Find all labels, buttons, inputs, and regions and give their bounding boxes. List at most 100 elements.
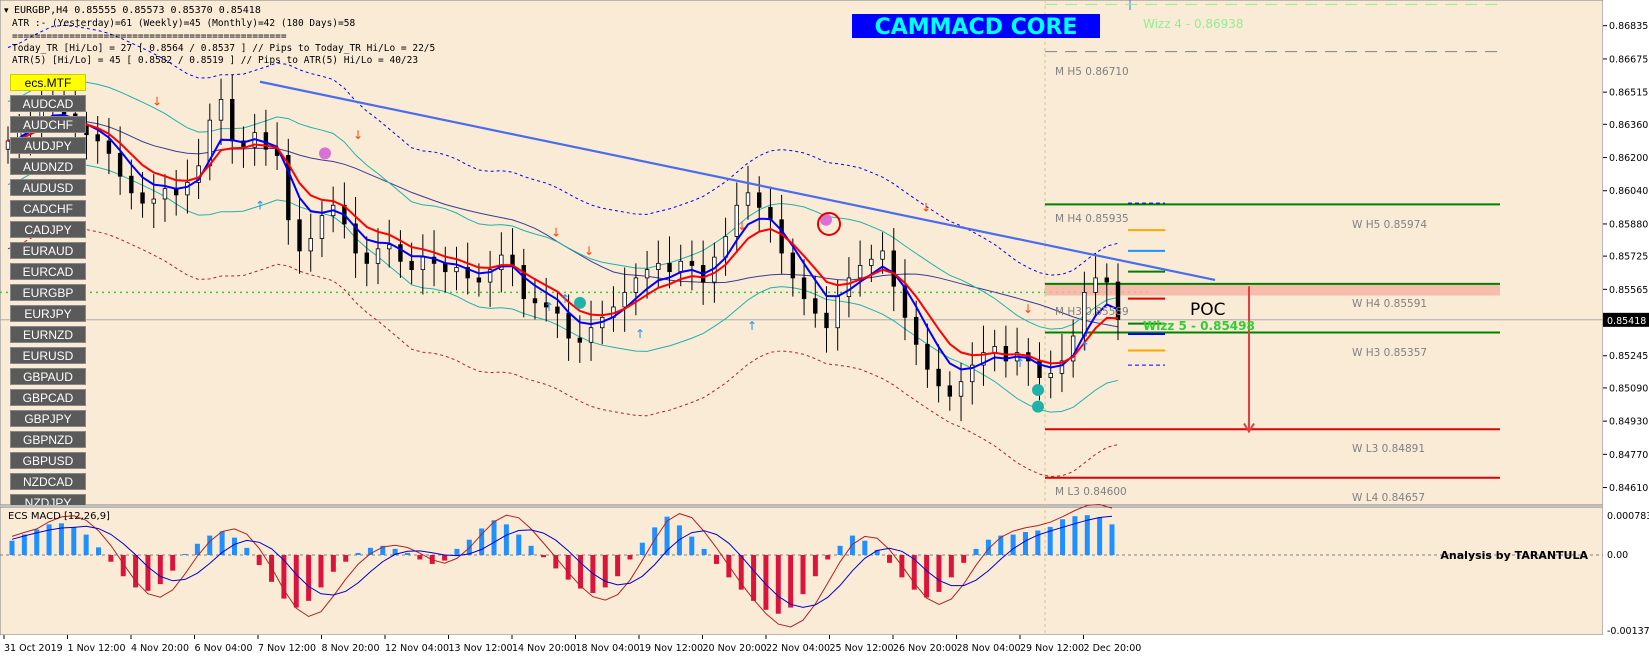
candle-body (420, 256, 426, 271)
time-tick-label: 19 Nov 12:00 (639, 643, 703, 654)
macd-bar (664, 516, 670, 555)
level-wl3: W L3 0.84891 (1352, 443, 1425, 455)
macd-bar (330, 555, 336, 572)
sidebar-item-gbpnzd[interactable]: GBPNZD (10, 431, 86, 448)
macd-bar (652, 527, 658, 555)
macd-signal-blue (11, 515, 1113, 608)
sidebar-item-eurcad[interactable]: EURCAD (10, 263, 86, 280)
price-tick-label: 0.85880 (1609, 219, 1648, 230)
banner-background (852, 14, 1100, 38)
sidebar-item-eurusd[interactable]: EURUSD (10, 347, 86, 364)
indicator-credit: Analysis by TARANTULA (1440, 549, 1588, 562)
level-mh5: M H5 0.86710 (1055, 66, 1129, 78)
candle-body (218, 99, 224, 121)
sidebar-item-gbpjpy[interactable]: GBPJPY (10, 410, 86, 427)
macd-bar (417, 555, 423, 560)
candle-body (1093, 277, 1098, 293)
sidebar-item-cadjpy[interactable]: CADJPY (10, 221, 86, 238)
lower-band (7, 161, 1119, 413)
sidebar-item-audusd[interactable]: AUDUSD (10, 179, 86, 196)
macd-bar (812, 555, 818, 577)
signal-ring-red (817, 211, 841, 236)
upper-band (7, 78, 1119, 330)
candle-body (185, 182, 190, 196)
blue-ma-line (7, 113, 1119, 371)
macd-bar (887, 555, 893, 563)
time-tick-label: 20 Nov 20:00 (703, 643, 767, 654)
macd-bar (46, 524, 52, 555)
macd-bar (21, 534, 27, 555)
time-tick-label: 4 Nov 20:00 (131, 643, 189, 654)
candle-body (869, 258, 874, 266)
candle-body (958, 381, 964, 397)
macd-bar (1022, 532, 1028, 555)
macd-bar (1109, 524, 1115, 555)
buy-arrow-icon: ↑ (560, 292, 570, 306)
candle-body (409, 260, 414, 271)
current-price-label: 0.85418 (1607, 316, 1646, 327)
sidebar-item-gbpcad[interactable]: GBPCAD (10, 389, 86, 406)
macd-bar (182, 553, 188, 555)
signal-dot-magenta (319, 147, 331, 160)
macd-bar (244, 547, 250, 555)
sidebar-item-euraud[interactable]: EURAUD (10, 242, 86, 259)
candle-body (1059, 360, 1065, 374)
sidebar-item-audchf[interactable]: AUDCHF (10, 116, 86, 133)
macd-bar (738, 555, 744, 590)
macd-bar (479, 528, 485, 555)
sidebar-item-gbpaud[interactable]: GBPAUD (10, 368, 86, 385)
time-tick-label: 31 Oct 2019 (4, 643, 63, 654)
sidebar-item-eurjpy[interactable]: EURJPY (10, 305, 86, 322)
macd-bar (973, 548, 979, 555)
price-tick-label: 0.86360 (1609, 120, 1648, 131)
candle-body (387, 244, 392, 250)
sidebar-item-audnzd[interactable]: AUDNZD (10, 158, 86, 175)
indicator-title: ECS MACD [12,26,9] (8, 511, 110, 522)
sidebar-title[interactable]: ecs.MTF (10, 74, 86, 91)
macd-bar (837, 545, 843, 555)
macd-bar (689, 536, 695, 555)
price-tick-label: 0.86515 (1609, 88, 1648, 99)
sidebar-item-nzdjpy[interactable]: NZDJPY (10, 494, 86, 505)
candle-body (443, 262, 448, 273)
macd-bar (83, 534, 89, 555)
resistance-trendline (259, 80, 1216, 282)
sidebar-item-gbpusd[interactable]: GBPUSD (10, 452, 86, 469)
candle-body (678, 260, 683, 273)
macd-bar (602, 555, 608, 588)
macd-bar (639, 542, 645, 555)
macd-bar (924, 555, 930, 598)
candle-body (857, 265, 863, 279)
time-tick-label: 1 Nov 12:00 (68, 643, 126, 654)
sidebar-item-audjpy[interactable]: AUDJPY (10, 137, 86, 154)
current-price-tag (1603, 312, 1649, 327)
signal-dot-teal (1032, 383, 1044, 396)
price-tick-label: 0.85725 (1609, 252, 1648, 263)
candle-body (813, 298, 818, 314)
pivot-levels-layer (1045, 3, 1500, 479)
sidebar-item-cadchf[interactable]: CADCHF (10, 200, 86, 217)
candle-body (521, 265, 526, 300)
level-wh5: W H5 0.85974 (1352, 219, 1427, 231)
time-tick-label: 6 Nov 04:00 (195, 643, 253, 654)
macd-bar (627, 555, 633, 560)
sidebar-item-nzdcad[interactable]: NZDCAD (10, 473, 86, 490)
window-menu-icon[interactable]: ▾ (4, 6, 9, 16)
sidebar-item-eurgbp[interactable]: EURGBP (10, 284, 86, 301)
macd-bar (281, 555, 287, 599)
macd-bar (1060, 519, 1066, 555)
candle-body (981, 352, 986, 366)
candle-body (1070, 335, 1076, 362)
buy-arrow-icon: ↑ (635, 327, 645, 341)
macd-bar (849, 535, 855, 555)
sidebar-item-eurnzd[interactable]: EURNZD (10, 326, 86, 343)
candle-body (319, 215, 325, 239)
level-ml3: M L3 0.84600 (1055, 486, 1127, 498)
sidebar-item-audcad[interactable]: AUDCAD (10, 95, 86, 112)
symbol-sidebar: ecs.MTF AUDCAD AUDCHF AUDJPY AUDNZD AUDUSD CA… (0, 0, 100, 505)
candle-body (656, 262, 661, 271)
signal-dot-magenta (820, 213, 832, 226)
sell-arrow-icon: ↓ (353, 128, 363, 142)
macd-bar (503, 524, 509, 555)
sell-arrow-icon: ↓ (152, 95, 162, 109)
